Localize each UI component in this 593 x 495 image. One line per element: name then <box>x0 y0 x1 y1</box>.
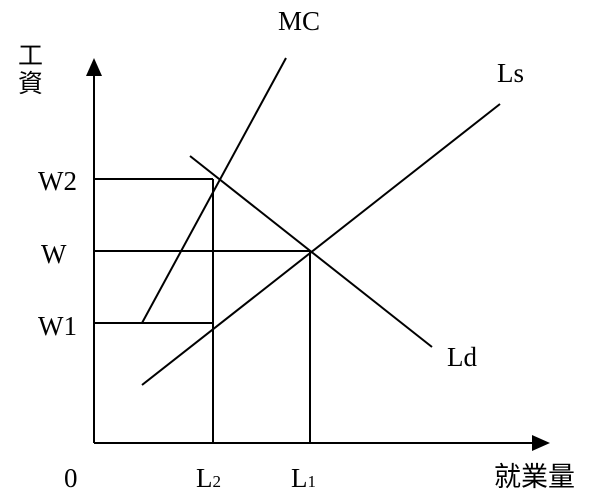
w-label: W <box>41 239 67 269</box>
w2-label: W2 <box>38 166 77 196</box>
demand-curve-label: Ld <box>447 342 477 372</box>
l1-label-subscript: 1 <box>308 472 317 491</box>
origin-label: 0 <box>64 463 78 493</box>
l1-label-letter: L <box>291 463 308 493</box>
l2-label-letter: L <box>196 463 213 493</box>
w1-label: W1 <box>38 311 77 341</box>
l2-label: L2 <box>196 463 221 493</box>
mc-curve-label: MC <box>278 6 320 36</box>
supply-curve <box>141 103 501 386</box>
y-axis-label-char2: 資 <box>18 69 43 98</box>
x-axis-arrowhead <box>532 435 550 451</box>
y-axis-arrowhead <box>86 58 102 76</box>
l2-label-subscript: 2 <box>213 472 222 491</box>
l1-label: L1 <box>291 463 316 493</box>
x-axis-label: 就業量 <box>494 462 575 493</box>
supply-curve-label: Ls <box>497 58 524 88</box>
y-axis-label-char1: 工 <box>18 41 43 70</box>
